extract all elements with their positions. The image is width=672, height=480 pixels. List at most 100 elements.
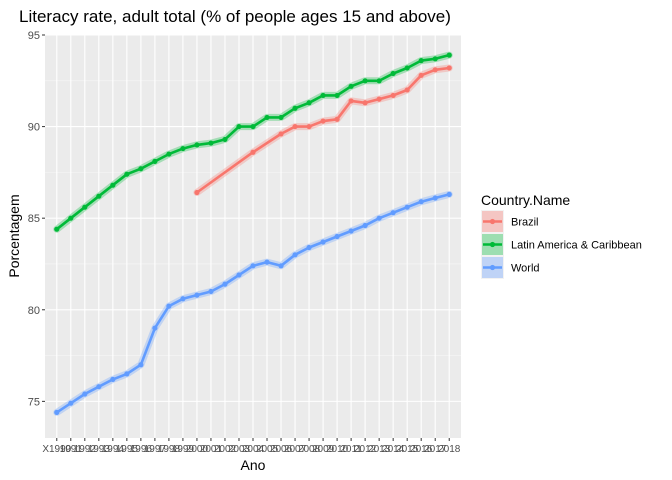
series-layer [53, 51, 453, 416]
data-point [68, 400, 74, 406]
x-tick-label: 2018 [438, 444, 461, 455]
data-point [306, 123, 312, 130]
data-point [362, 78, 368, 84]
x-tick-label: 1991 [60, 444, 83, 455]
x-tick-label: X1990 [42, 444, 71, 455]
x-tick-label: 2014 [382, 444, 405, 455]
x-tick-label: 2006 [270, 444, 293, 455]
x-tick-label: 2005 [256, 444, 279, 455]
data-point [194, 189, 200, 196]
legend: Country.Name Brazil Latin America & Carib… [481, 192, 642, 279]
data-point [250, 263, 256, 269]
series-latin-america-caribbean [53, 51, 453, 233]
data-point [152, 158, 158, 164]
x-tick-label: 1992 [74, 444, 97, 455]
x-tick-label: 2001 [200, 444, 223, 455]
y-tick-label: 80 [28, 305, 40, 317]
data-point [208, 288, 214, 295]
legend-label: Latin America & Caribbean [511, 240, 642, 252]
data-point [320, 118, 326, 124]
data-point [82, 204, 88, 210]
data-point [250, 123, 256, 130]
series-brazil [193, 64, 453, 196]
data-point [432, 195, 438, 201]
data-point [432, 67, 438, 73]
data-point [194, 142, 200, 148]
y-axis: 75 80 85 90 95 [28, 30, 45, 408]
x-tick-label: 1997 [144, 444, 167, 455]
data-point [222, 136, 228, 143]
data-point [278, 263, 284, 269]
x-tick-label: 1998 [158, 444, 181, 455]
data-point [96, 193, 102, 199]
x-tick-label: 1996 [130, 444, 153, 455]
data-point [278, 114, 284, 121]
data-point [194, 292, 200, 298]
data-point [418, 199, 424, 205]
x-axis: X199019911992199319941995199619971998199… [42, 438, 461, 455]
x-tick-label: 2013 [368, 444, 391, 455]
data-point [376, 96, 382, 102]
x-tick-label: 2015 [396, 444, 419, 455]
data-point [110, 182, 116, 188]
legend-items: Brazil Latin America & Caribbean World [481, 210, 642, 279]
data-point [180, 296, 186, 302]
data-point [376, 78, 382, 84]
data-point [208, 140, 214, 146]
legend-key-point [489, 218, 496, 225]
data-point [166, 151, 172, 157]
data-point [54, 409, 60, 415]
x-tick-label: 2004 [242, 444, 265, 455]
x-tick-label: 1994 [102, 444, 125, 455]
legend-key-point [489, 264, 496, 271]
data-point [404, 204, 410, 210]
data-point [446, 191, 452, 197]
legend-label: World [511, 263, 540, 275]
data-point [418, 72, 424, 78]
legend-title: Country.Name [481, 192, 570, 208]
y-axis-label: Porcentagem [6, 194, 22, 277]
data-point [348, 228, 354, 234]
data-point [138, 166, 144, 172]
data-point [334, 116, 340, 122]
data-point [404, 65, 410, 71]
data-point [348, 83, 354, 89]
data-point [110, 376, 116, 382]
data-point [264, 259, 270, 265]
x-tick-label: 1993 [88, 444, 111, 455]
y-tick-label: 95 [28, 30, 40, 42]
data-point [320, 92, 326, 99]
data-point [320, 239, 326, 245]
y-tick-label: 75 [28, 396, 40, 408]
data-point [292, 252, 298, 258]
data-point [96, 384, 102, 390]
data-point [348, 98, 354, 104]
data-point [264, 114, 270, 121]
x-tick-label: 2002 [214, 444, 237, 455]
x-tick-label: 2003 [228, 444, 251, 455]
data-point [446, 52, 452, 58]
data-point [152, 325, 158, 331]
x-axis-label: Ano [241, 457, 266, 473]
data-point [376, 215, 382, 221]
legend-item: Latin America & Caribbean [481, 233, 642, 256]
data-point [362, 100, 368, 106]
x-tick-label: 2011 [340, 444, 362, 455]
x-tick-label: 2008 [298, 444, 321, 455]
data-point [292, 105, 298, 111]
chart-title: Literacy rate, adult total (% of people … [19, 7, 451, 26]
x-tick-label: 1999 [172, 444, 195, 455]
data-point [418, 58, 424, 64]
data-point [334, 233, 340, 240]
legend-item: World [481, 256, 540, 279]
data-point [390, 92, 396, 99]
x-tick-label: 2010 [326, 444, 349, 455]
data-point [68, 215, 74, 221]
x-tick-label: 2012 [354, 444, 377, 455]
data-point [390, 210, 396, 216]
series-world [53, 190, 453, 416]
data-point [236, 272, 242, 278]
x-tick-label: 2007 [284, 444, 307, 455]
data-point [180, 145, 186, 152]
